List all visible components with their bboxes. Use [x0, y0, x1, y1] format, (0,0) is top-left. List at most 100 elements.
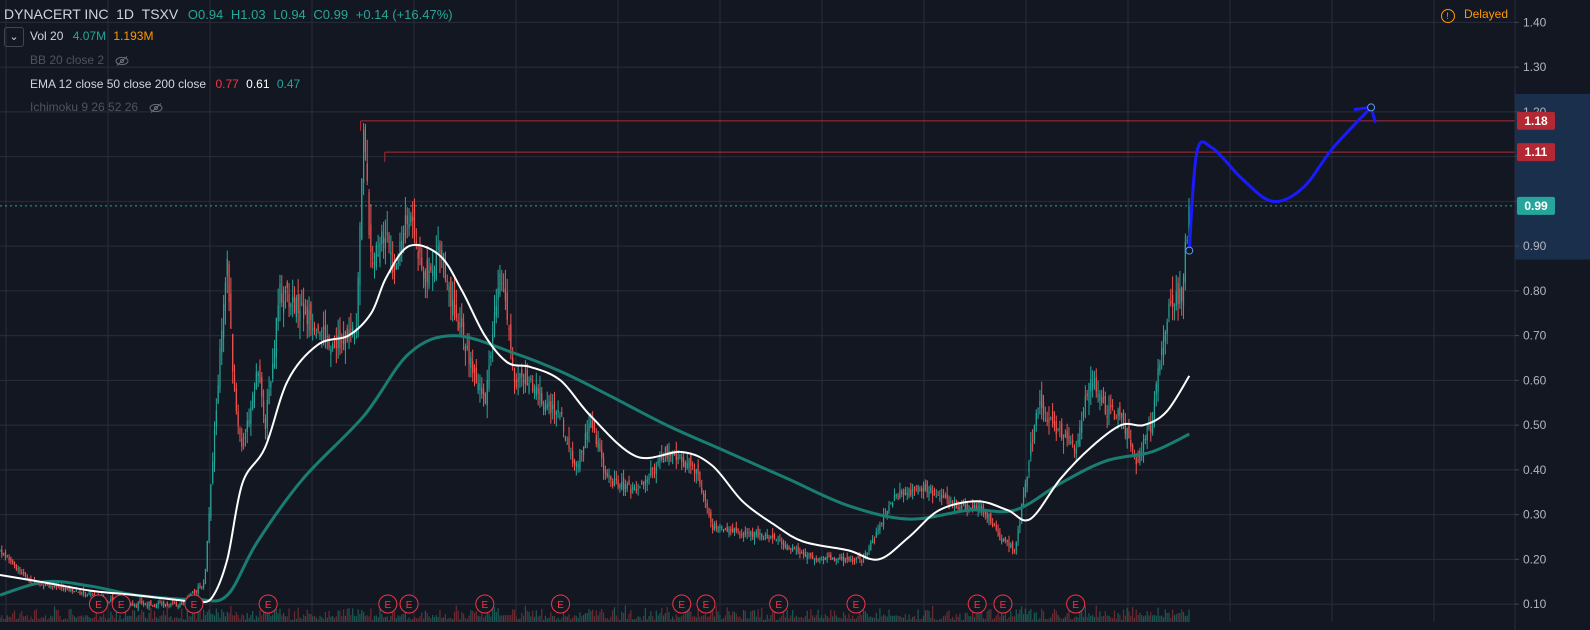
volume-bar	[797, 617, 799, 622]
candle-body	[950, 500, 952, 503]
volume-bar	[799, 617, 801, 622]
candle-body	[332, 343, 334, 349]
candle-body	[1066, 431, 1068, 439]
volume-bar	[1097, 616, 1099, 622]
symbol-header: DYNACERT INC 1D TSXV O0.94 H1.03 L0.94 C…	[4, 6, 453, 22]
volume-bar	[962, 619, 965, 622]
volume-bar	[919, 619, 921, 622]
hidden-eye-icon[interactable]	[115, 55, 129, 66]
candle-body	[379, 242, 381, 264]
collapse-indicators-button[interactable]: ⌄	[4, 27, 24, 47]
volume-bar	[1161, 615, 1163, 622]
volume-bar	[215, 608, 217, 622]
delayed-status[interactable]: ! Delayed	[1440, 7, 1508, 23]
volume-bar	[526, 610, 528, 622]
candle-body	[46, 583, 48, 585]
volume-bar	[901, 617, 903, 622]
candle-body	[382, 236, 385, 243]
candle-body	[372, 262, 374, 265]
candle-body	[153, 604, 156, 607]
candle-body	[697, 464, 699, 475]
candle-body	[110, 598, 112, 602]
candle-body	[530, 378, 532, 380]
volume-bar	[281, 615, 283, 622]
candle-body	[388, 234, 390, 244]
candle-body	[1164, 331, 1166, 342]
candle-body	[1104, 395, 1106, 414]
volume-bar	[1092, 615, 1094, 622]
hidden-eye-icon[interactable]	[149, 102, 163, 113]
volume-bar	[190, 616, 192, 622]
candle-body	[515, 379, 517, 387]
candle-body	[733, 528, 736, 533]
indicator-ema[interactable]: EMA 12 close 50 close 200 close 0.77 0.6…	[30, 75, 300, 93]
volume-bar	[608, 619, 610, 622]
candle-body	[892, 502, 894, 507]
candle-body	[681, 456, 683, 463]
ichimoku-label: Ichimoku 9 26 52 26	[30, 100, 139, 114]
candle-body	[181, 602, 183, 605]
volume-bar	[1113, 610, 1116, 622]
volume-bar	[239, 619, 241, 622]
indicator-ichimoku[interactable]: Ichimoku 9 26 52 26	[30, 98, 163, 116]
candle-body	[826, 556, 828, 560]
candle-body	[319, 332, 321, 337]
earnings-marker	[1066, 594, 1086, 614]
candle-body	[801, 552, 803, 554]
candle-body	[232, 333, 234, 372]
volume-bar	[375, 615, 377, 622]
indicator-bb[interactable]: BB 20 close 2	[30, 51, 129, 69]
volume-bar	[986, 611, 988, 622]
candle-body	[253, 391, 256, 395]
candle-body	[370, 224, 372, 252]
volume-bar	[862, 610, 865, 622]
candle-body	[766, 534, 768, 539]
volume-bar	[166, 606, 168, 622]
candle-body	[930, 487, 932, 493]
interval-label[interactable]: 1D	[116, 6, 135, 22]
candle-body	[788, 546, 790, 550]
candle-body	[813, 558, 816, 561]
candle-body	[521, 369, 523, 377]
volume-bar	[1032, 619, 1034, 622]
candle-body	[144, 604, 147, 606]
volume-bar	[139, 614, 141, 622]
earnings-marker-label: E	[853, 600, 860, 611]
volume-bar	[290, 619, 292, 622]
candle-body	[366, 163, 368, 182]
candle-body	[81, 592, 83, 594]
candle-body	[1121, 413, 1123, 418]
volume-bar	[64, 618, 67, 622]
volume-bar	[1066, 613, 1068, 622]
volume-bar	[490, 616, 492, 622]
volume-bar	[508, 615, 510, 622]
volume-bar	[775, 619, 777, 622]
candle-body	[64, 587, 67, 591]
candle-body	[341, 341, 343, 343]
volume-bar	[426, 612, 428, 622]
earnings-marker-label: E	[191, 600, 198, 611]
candle-body	[150, 600, 152, 606]
volume-bar	[157, 618, 159, 622]
volume-bar	[224, 616, 227, 622]
volume-bar	[764, 619, 766, 622]
volume-bar	[268, 608, 270, 622]
volume-bar	[921, 618, 923, 622]
volume-bar	[1, 615, 3, 622]
earnings-marker	[993, 594, 1013, 614]
symbol-name[interactable]: DYNACERT INC	[4, 6, 109, 22]
volume-bar	[493, 607, 496, 622]
candle-body	[744, 530, 746, 535]
candle-body	[490, 355, 492, 359]
indicator-vol[interactable]: Vol 20 4.07M 1.193M	[30, 27, 153, 45]
candle-body	[693, 470, 696, 473]
volume-bar	[1142, 616, 1145, 622]
volume-bar	[595, 610, 597, 622]
price-scale: 0.100.200.300.400.500.600.700.800.901.00…	[1514, 0, 1590, 630]
volume-bar	[630, 610, 632, 622]
volume-bar	[735, 613, 737, 622]
candle-body	[75, 590, 77, 592]
candle-body	[1128, 422, 1130, 439]
candle-body	[975, 505, 977, 509]
